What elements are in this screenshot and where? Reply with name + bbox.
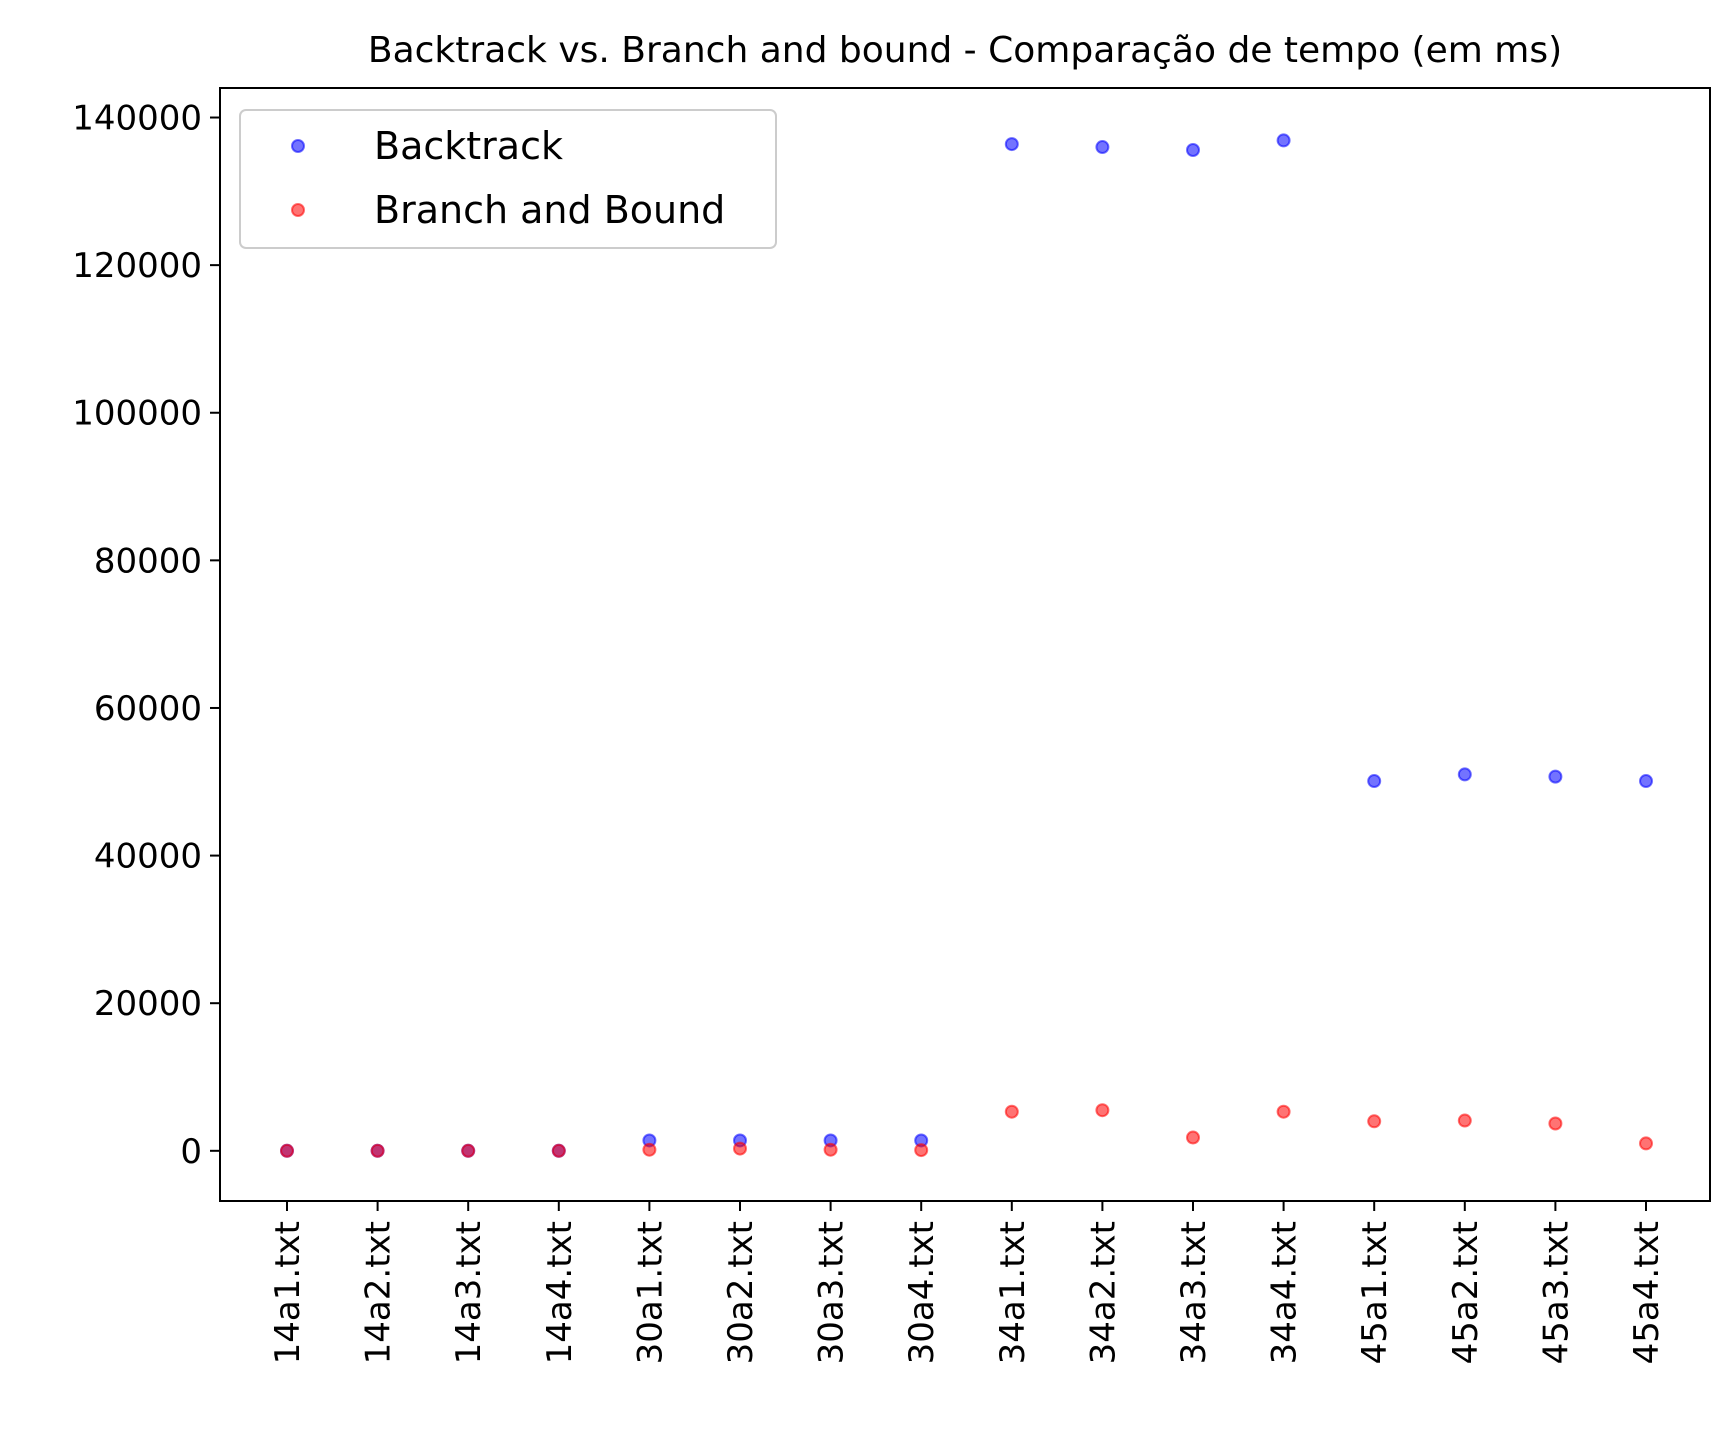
- data-point: [1548, 769, 1563, 784]
- x-tick-label: 34a2.txt: [1083, 1221, 1123, 1364]
- y-axis: 0 20000 40000 60000 80000 100000 120000 140000: [72, 99, 220, 1172]
- legend-box: [239, 109, 777, 249]
- data-point: [1457, 1113, 1472, 1128]
- y-tick-label: 100000: [72, 394, 202, 434]
- x-tick-label: 45a4.txt: [1627, 1221, 1667, 1364]
- data-point: [461, 1143, 476, 1158]
- data-point: [1276, 1104, 1291, 1119]
- x-tick-label: 34a3.txt: [1174, 1221, 1214, 1364]
- x-tick-label: 14a4.txt: [540, 1221, 580, 1364]
- series-branch-and-bound: [280, 1103, 1653, 1158]
- plot-frame: [219, 87, 1711, 1202]
- data-point: [1367, 774, 1382, 789]
- data-point: [370, 1143, 385, 1158]
- chart-title: Backtrack vs. Branch and bound - Compara…: [368, 30, 1562, 71]
- x-tick-label: 14a1.txt: [268, 1221, 308, 1364]
- legend: Backtrack Branch and Bound: [239, 109, 777, 249]
- y-tick-label: 80000: [94, 541, 202, 581]
- x-tick-label: 30a4.txt: [902, 1221, 942, 1364]
- data-point: [1639, 774, 1653, 789]
- y-tick-label: 20000: [94, 984, 202, 1024]
- x-tick-label: 45a1.txt: [1355, 1221, 1395, 1364]
- data-point: [1095, 1103, 1110, 1118]
- legend-label: Backtrack: [374, 124, 563, 168]
- data-point: [914, 1143, 929, 1158]
- x-tick-label: 34a4.txt: [1265, 1221, 1305, 1364]
- data-point: [1548, 1116, 1563, 1131]
- legend-marker: [291, 139, 305, 153]
- x-axis: 14a1.txt 14a2.txt 14a3.txt 14a4.txt 30a1.txt…: [268, 1201, 1667, 1364]
- legend-label: Branch and Bound: [374, 188, 725, 232]
- y-tick-label: 120000: [72, 246, 202, 286]
- data-point: [1186, 142, 1200, 157]
- x-tick-label: 30a3.txt: [812, 1221, 852, 1364]
- data-point: [733, 1141, 747, 1156]
- y-tick-label: 0: [180, 1132, 202, 1172]
- data-point: [1004, 137, 1019, 152]
- data-point: [1639, 1136, 1653, 1151]
- data-point: [823, 1142, 838, 1157]
- x-tick-label: 14a3.txt: [449, 1221, 489, 1364]
- data-point: [1457, 767, 1472, 782]
- data-point: [1186, 1130, 1200, 1145]
- data-point: [642, 1142, 657, 1157]
- x-tick-label: 30a2.txt: [721, 1221, 761, 1364]
- series-backtrack: [280, 133, 1653, 1158]
- data-points: [280, 133, 1653, 1158]
- x-tick-label: 34a1.txt: [993, 1221, 1033, 1364]
- x-tick-label: 45a2.txt: [1446, 1221, 1486, 1364]
- data-point: [280, 1143, 294, 1158]
- data-point: [1367, 1114, 1382, 1129]
- x-tick-label: 45a3.txt: [1536, 1221, 1576, 1364]
- data-point: [1004, 1104, 1019, 1119]
- data-point: [1095, 140, 1110, 155]
- y-tick-label: 40000: [94, 837, 202, 877]
- data-point: [551, 1143, 566, 1158]
- y-tick-label: 140000: [72, 99, 202, 139]
- legend-marker: [291, 203, 305, 217]
- y-tick-label: 60000: [94, 689, 202, 729]
- data-point: [1276, 133, 1291, 148]
- x-tick-label: 30a1.txt: [630, 1221, 670, 1364]
- x-tick-label: 14a2.txt: [359, 1221, 399, 1364]
